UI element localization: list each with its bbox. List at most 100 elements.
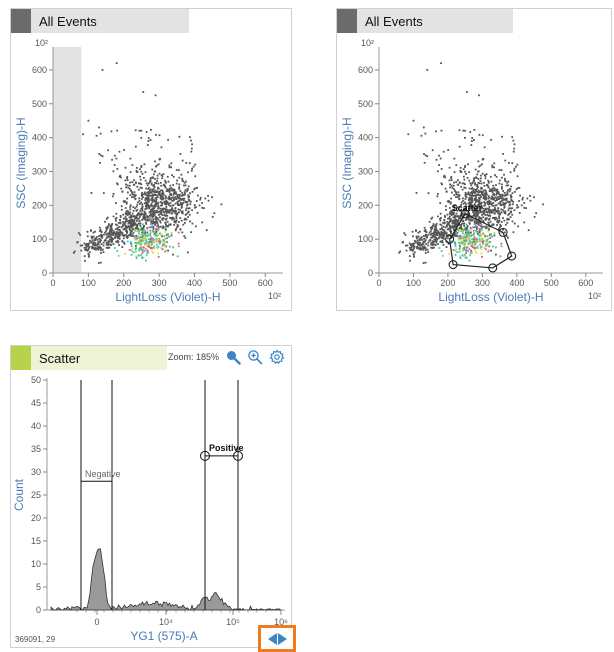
event-dot: [501, 195, 504, 198]
event-dot: [110, 236, 112, 239]
event-dot: [152, 218, 155, 221]
event-dot: [472, 189, 475, 192]
event-dot: [493, 198, 495, 201]
event-dot: [507, 180, 510, 183]
event-dot: [130, 245, 133, 247]
event-dot: [154, 224, 157, 226]
event-dot: [168, 196, 170, 199]
event-dot: [485, 225, 488, 228]
event-dot: [419, 247, 422, 249]
event-dot: [161, 248, 164, 251]
event-dot: [154, 218, 157, 221]
scatter-plot-panel-all-events[interactable]: All Events 0 100 200 300 400 500 600 0 100 200 300…: [10, 8, 292, 311]
plot-title[interactable]: All Events: [357, 9, 513, 33]
event-dot: [491, 187, 494, 190]
event-dot: [113, 154, 116, 157]
event-dot: [477, 191, 480, 194]
event-dot: [186, 203, 189, 206]
event-dot: [475, 240, 477, 243]
event-dot: [433, 233, 435, 236]
event-dot: [454, 249, 457, 252]
y-tick-label: 100: [32, 234, 47, 244]
event-dot: [158, 240, 161, 243]
plot-title[interactable]: All Events: [31, 9, 189, 33]
event-dot: [468, 202, 471, 205]
event-dot: [188, 213, 191, 216]
scatter-plot-panel-gated[interactable]: All Events 0 100 200 300 400 500 600 0 100 200 300…: [336, 8, 612, 311]
event-dot: [150, 218, 152, 221]
event-dot: [142, 215, 145, 218]
event-dot: [455, 196, 457, 198]
plot-title[interactable]: Scatter: [31, 346, 167, 370]
arrow-left-icon[interactable]: [267, 632, 277, 645]
event-dot: [105, 236, 108, 239]
event-dot: [470, 140, 473, 142]
event-dot: [405, 244, 407, 247]
event-dot: [483, 184, 486, 187]
event-dot: [479, 225, 482, 228]
x-tick-label: 10⁴: [159, 617, 173, 627]
event-dot: [440, 231, 443, 233]
event-dot: [464, 170, 466, 173]
event-dot: [449, 202, 452, 205]
event-dot: [434, 234, 437, 236]
event-dot: [461, 232, 464, 235]
event-dot: [143, 163, 146, 166]
event-dot: [494, 196, 497, 199]
event-dot: [174, 221, 177, 223]
event-dot: [483, 211, 486, 214]
event-dot: [187, 171, 189, 174]
event-dot: [101, 155, 104, 158]
event-dot: [155, 182, 158, 185]
event-dot: [488, 208, 491, 211]
event-dot: [467, 229, 470, 232]
event-dot: [122, 228, 125, 231]
y-tick-label: 35: [31, 444, 41, 454]
event-dot: [463, 178, 466, 181]
event-dot: [424, 154, 427, 157]
event-dot: [151, 176, 154, 179]
event-dot: [158, 134, 161, 137]
event-dot: [456, 222, 459, 225]
event-dot: [475, 229, 478, 232]
event-dot: [166, 190, 169, 192]
event-dot: [148, 226, 151, 229]
event-dot: [98, 235, 100, 237]
event-dot: [129, 206, 132, 208]
event-dot: [172, 216, 174, 219]
zoom-in-icon[interactable]: [247, 349, 263, 365]
event-dot: [442, 150, 445, 153]
event-dot: [454, 221, 457, 224]
event-dot: [482, 193, 485, 196]
event-dot: [128, 220, 131, 223]
arrow-right-icon[interactable]: [277, 632, 287, 645]
magnifier-icon[interactable]: [225, 349, 241, 365]
event-dot: [506, 197, 508, 200]
event-dot: [148, 180, 151, 183]
event-dot: [504, 212, 507, 215]
event-dot: [455, 218, 458, 221]
event-dot: [84, 259, 86, 262]
event-dot: [140, 164, 143, 167]
event-dot: [487, 195, 490, 197]
gate-handle: [460, 209, 470, 219]
event-dot: [175, 213, 178, 216]
event-dot: [502, 228, 504, 231]
event-dot: [518, 186, 521, 189]
event-dot: [126, 234, 129, 237]
event-dot: [146, 241, 149, 244]
event-dot: [88, 245, 91, 248]
event-dot: [175, 219, 178, 222]
event-dot: [420, 244, 423, 247]
event-dot: [479, 221, 482, 224]
event-dot: [478, 216, 481, 218]
event-dot: [436, 195, 439, 198]
gate-color-swatch: [11, 346, 31, 370]
gear-icon[interactable]: [269, 349, 285, 365]
event-dot: [457, 238, 460, 241]
histogram-panel-scatter[interactable]: Scatter Zoom: 185% 0 5 10 15 20 25 30 35 40 45 50 0…: [10, 345, 292, 648]
event-dot: [124, 207, 127, 209]
